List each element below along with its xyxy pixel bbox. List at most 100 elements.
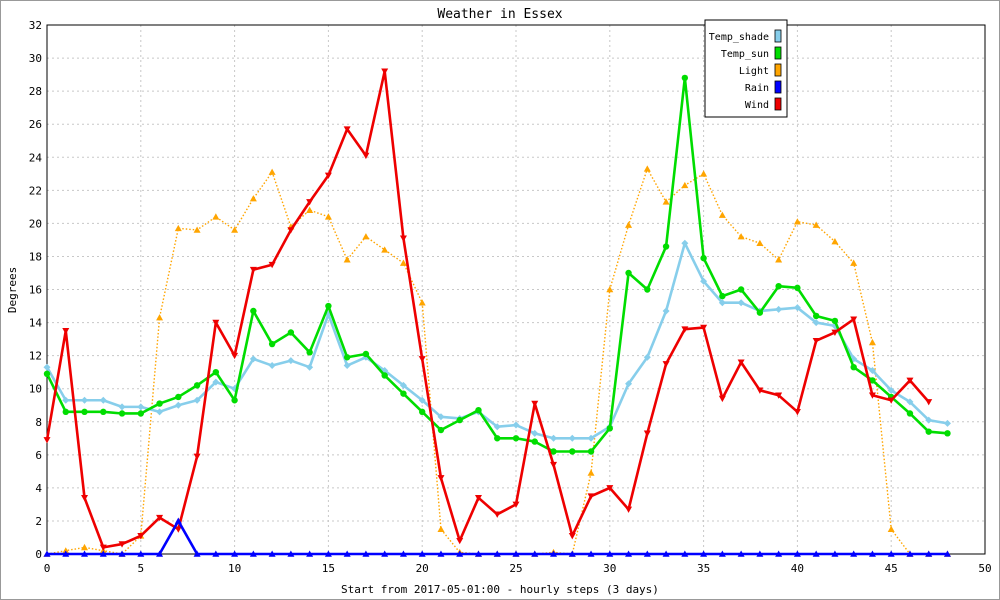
data-point-temp-sun <box>681 74 689 82</box>
data-point-temp-shade <box>925 416 933 424</box>
data-point-temp-sun <box>212 368 220 376</box>
data-point-temp-shade <box>700 277 708 285</box>
y-tick-label: 0 <box>35 548 42 561</box>
data-point-rain <box>831 550 839 557</box>
data-point-temp-sun <box>343 354 351 361</box>
data-point-light <box>700 170 708 177</box>
data-point-light <box>174 224 182 232</box>
data-point-light <box>362 233 370 240</box>
data-point-wind <box>174 526 182 533</box>
data-point-light <box>756 239 764 247</box>
data-point-temp-shade <box>868 367 876 375</box>
data-point-rain <box>775 550 783 557</box>
data-point-temp-sun <box>456 416 463 424</box>
data-point-rain <box>531 550 539 557</box>
data-point-rain <box>62 550 70 557</box>
data-point-wind <box>306 199 314 206</box>
data-point-rain <box>456 550 464 557</box>
data-point-wind <box>775 392 783 399</box>
data-point-light <box>231 226 239 233</box>
data-point-temp-shade <box>812 319 820 327</box>
data-point-temp-sun <box>400 390 407 397</box>
data-point-light <box>156 314 164 321</box>
data-point-light <box>793 218 801 225</box>
data-point-wind <box>812 337 820 345</box>
data-point-wind <box>512 501 520 508</box>
data-point-temp-shade <box>887 386 895 394</box>
data-point-temp-sun <box>62 408 69 416</box>
data-point-temp-shade <box>550 434 558 442</box>
data-point-light <box>306 206 314 213</box>
data-point-temp-sun <box>475 406 482 414</box>
data-point-wind <box>887 397 895 404</box>
data-point-rain <box>625 550 633 557</box>
data-point-temp-shade <box>587 434 595 442</box>
data-point-rain <box>399 550 407 557</box>
data-point-wind <box>587 493 595 500</box>
legend-label-wind: Wind <box>745 100 769 111</box>
data-point-light <box>775 256 783 263</box>
data-point-temp-sun <box>831 317 839 325</box>
x-tick-label: 25 <box>509 562 522 575</box>
data-point-light <box>249 195 257 202</box>
data-point-temp-sun <box>812 312 820 320</box>
data-point-temp-sun <box>437 426 445 434</box>
data-point-light <box>212 213 220 220</box>
data-point-wind <box>793 409 801 416</box>
y-tick-label: 28 <box>29 85 42 98</box>
data-point-temp-sun <box>531 438 538 445</box>
data-point-rain <box>249 550 257 557</box>
data-point-wind <box>62 328 70 335</box>
data-point-temp-sun <box>625 269 632 277</box>
legend-swatch-wind <box>774 97 782 111</box>
data-point-rain <box>174 517 182 524</box>
data-point-temp-sun <box>494 435 501 442</box>
data-point-rain <box>681 550 689 557</box>
data-point-wind <box>568 533 576 540</box>
y-tick-label: 26 <box>29 118 42 131</box>
data-point-light <box>868 338 876 346</box>
x-tick-label: 50 <box>978 562 991 575</box>
data-point-wind <box>718 395 726 403</box>
data-point-light <box>681 181 689 189</box>
data-point-temp-sun <box>268 340 276 348</box>
data-point-wind <box>906 377 914 384</box>
data-point-light <box>381 246 389 253</box>
data-point-wind <box>193 453 201 460</box>
data-point-rain <box>381 550 389 557</box>
data-point-temp-shade <box>156 408 164 416</box>
chart-title: Weather in Essex <box>437 7 562 22</box>
data-point-temp-sun <box>587 448 595 455</box>
data-point-temp-shade <box>306 363 314 371</box>
data-point-light <box>737 233 745 240</box>
data-point-temp-shade <box>718 299 726 307</box>
data-point-temp-sun <box>175 393 182 401</box>
legend-swatch-temp-sun <box>774 46 782 60</box>
data-point-rain <box>737 550 745 557</box>
data-point-temp-shade <box>793 304 801 312</box>
data-point-temp-sun <box>644 286 651 293</box>
data-point-temp-shade <box>268 362 276 370</box>
data-point-light <box>850 259 858 266</box>
data-point-temp-shade <box>531 429 539 437</box>
data-point-light <box>62 547 70 554</box>
data-point-rain <box>437 550 445 557</box>
data-point-temp-sun <box>550 448 557 455</box>
data-point-temp-sun <box>569 448 576 455</box>
data-point-temp-shade <box>568 434 576 442</box>
data-point-temp-sun <box>925 428 932 435</box>
data-point-rain <box>268 550 276 557</box>
data-point-temp-shade <box>62 396 70 404</box>
series-wind <box>43 68 933 551</box>
data-point-temp-sun <box>381 372 388 379</box>
data-point-temp-shade <box>99 396 107 404</box>
data-point-rain <box>324 550 332 557</box>
data-point-rain <box>212 550 220 557</box>
data-point-rain <box>606 550 614 557</box>
data-point-rain <box>812 550 820 557</box>
data-point-rain <box>118 550 126 557</box>
data-point-rain <box>700 550 708 557</box>
data-point-rain <box>99 550 107 557</box>
